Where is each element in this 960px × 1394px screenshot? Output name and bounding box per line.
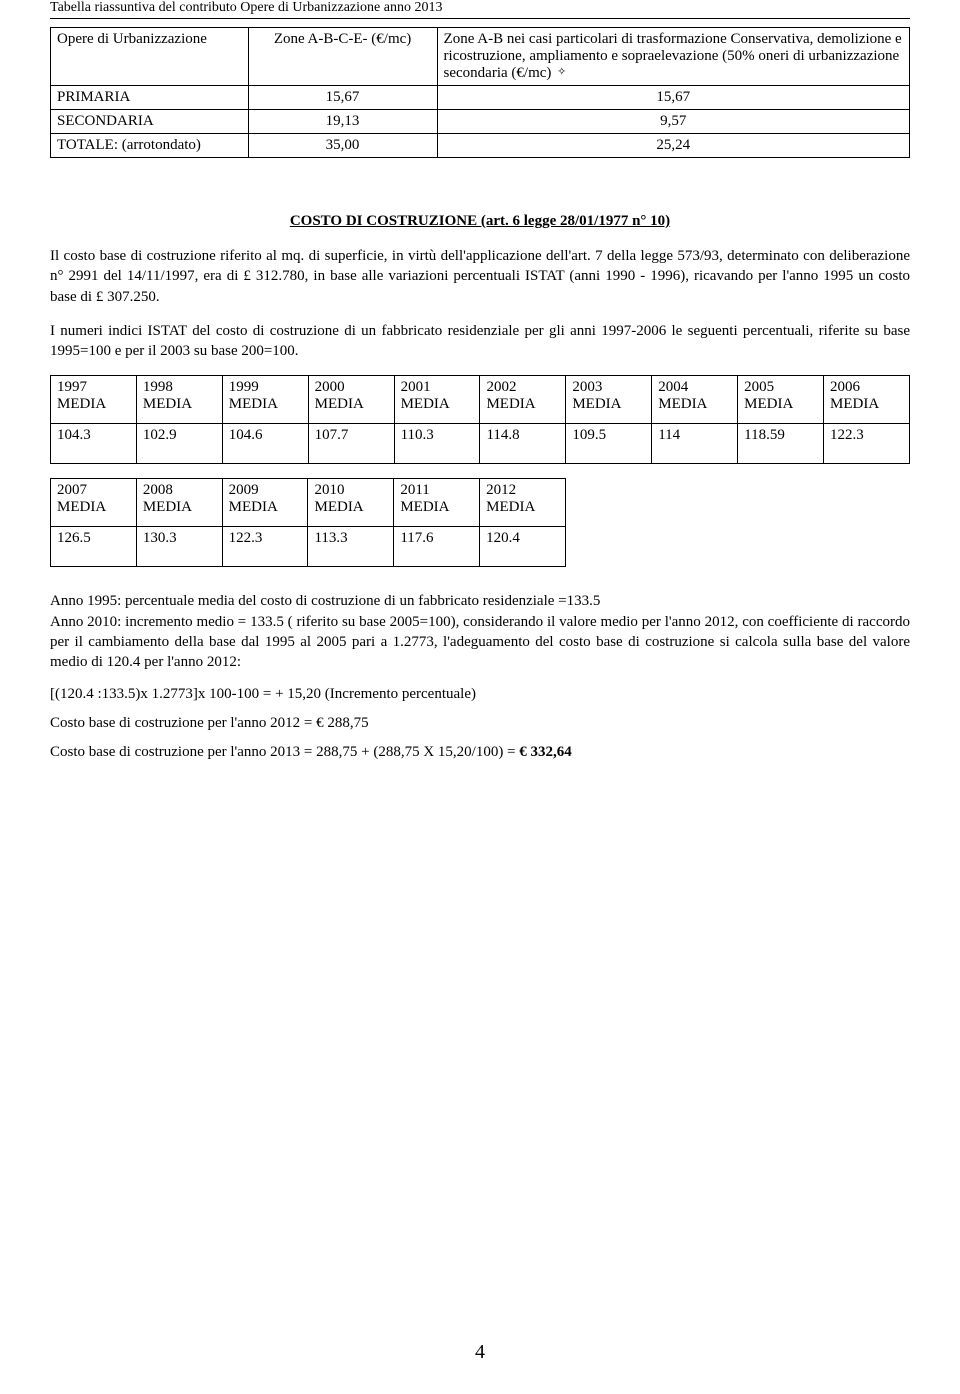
costo-2013: Costo base di costruzione per l'anno 201… bbox=[50, 744, 910, 761]
year-value: 107.7 bbox=[308, 424, 394, 464]
paragraph-1: Il costo base di costruzione riferito al… bbox=[50, 246, 910, 307]
costo-2013-text: Costo base di costruzione per l'anno 201… bbox=[50, 744, 519, 760]
year-value: 104.3 bbox=[51, 424, 137, 464]
year-value: 114.8 bbox=[480, 424, 566, 464]
table-cell: 35,00 bbox=[248, 134, 437, 158]
table-cell: PRIMARIA bbox=[51, 86, 249, 110]
table-header-3-text: Zone A-B nei casi particolari di trasfor… bbox=[444, 31, 902, 81]
year-value: 113.3 bbox=[308, 527, 394, 567]
year-value: 110.3 bbox=[394, 424, 480, 464]
year-value: 122.3 bbox=[222, 527, 308, 567]
year-value: 114 bbox=[652, 424, 738, 464]
year-label: 2009 MEDIA bbox=[222, 479, 308, 527]
year-value: 122.3 bbox=[824, 424, 910, 464]
year-label: 1999 MEDIA bbox=[222, 376, 308, 424]
paragraph-4: Anno 2010: incremento medio = 133.5 ( ri… bbox=[50, 612, 910, 673]
years-table-2: 2007 MEDIA 2008 MEDIA 2009 MEDIA 2010 ME… bbox=[50, 478, 566, 567]
year-label: 2001 MEDIA bbox=[394, 376, 480, 424]
year-value: 117.6 bbox=[394, 527, 480, 567]
year-value: 109.5 bbox=[566, 424, 652, 464]
table-cell: TOTALE: (arrotondato) bbox=[51, 134, 249, 158]
page-number: 4 bbox=[0, 1341, 960, 1364]
paragraph-3: Anno 1995: percentuale media del costo d… bbox=[50, 591, 910, 611]
table-cell: 15,67 bbox=[248, 86, 437, 110]
table-cell: SECONDARIA bbox=[51, 110, 249, 134]
formula: [(120.4 :133.5)x 1.2773]x 100-100 = + 15… bbox=[50, 686, 910, 703]
year-label: 2004 MEDIA bbox=[652, 376, 738, 424]
years-table-1: 1997 MEDIA 1998 MEDIA 1999 MEDIA 2000 ME… bbox=[50, 375, 910, 464]
summary-table: Opere di Urbanizzazione Zone A-B-C-E- (€… bbox=[50, 27, 910, 158]
year-value: 102.9 bbox=[136, 424, 222, 464]
year-label: 2005 MEDIA bbox=[738, 376, 824, 424]
year-label: 2008 MEDIA bbox=[136, 479, 222, 527]
year-label: 2000 MEDIA bbox=[308, 376, 394, 424]
year-value: 126.5 bbox=[51, 527, 137, 567]
year-label: 2007 MEDIA bbox=[51, 479, 137, 527]
year-label: 2010 MEDIA bbox=[308, 479, 394, 527]
table-cell: 25,24 bbox=[437, 134, 909, 158]
table-header-2: Zone A-B-C-E- (€/mc) bbox=[248, 28, 437, 86]
section-title: COSTO DI COSTRUZIONE (art. 6 legge 28/01… bbox=[50, 213, 910, 230]
table-cell: 15,67 bbox=[437, 86, 909, 110]
year-value: 120.4 bbox=[480, 527, 566, 567]
note-symbol: ✧ bbox=[555, 65, 566, 78]
table-cell: 19,13 bbox=[248, 110, 437, 134]
year-value: 118.59 bbox=[738, 424, 824, 464]
costo-2013-value: € 332,64 bbox=[519, 744, 572, 760]
year-value: 130.3 bbox=[136, 527, 222, 567]
year-label: 2006 MEDIA bbox=[824, 376, 910, 424]
year-label: 1998 MEDIA bbox=[136, 376, 222, 424]
year-value: 104.6 bbox=[222, 424, 308, 464]
year-label: 2011 MEDIA bbox=[394, 479, 480, 527]
year-label: 2003 MEDIA bbox=[566, 376, 652, 424]
year-label: 2012 MEDIA bbox=[480, 479, 566, 527]
year-label: 2002 MEDIA bbox=[480, 376, 566, 424]
costo-2012: Costo base di costruzione per l'anno 201… bbox=[50, 715, 910, 732]
table-caption: Tabella riassuntiva del contributo Opere… bbox=[50, 0, 910, 19]
table-header-1: Opere di Urbanizzazione bbox=[51, 28, 249, 86]
table-cell: 9,57 bbox=[437, 110, 909, 134]
paragraph-2: I numeri indici ISTAT del costo di costr… bbox=[50, 321, 910, 362]
year-label: 1997 MEDIA bbox=[51, 376, 137, 424]
table-header-3: Zone A-B nei casi particolari di trasfor… bbox=[437, 28, 909, 86]
